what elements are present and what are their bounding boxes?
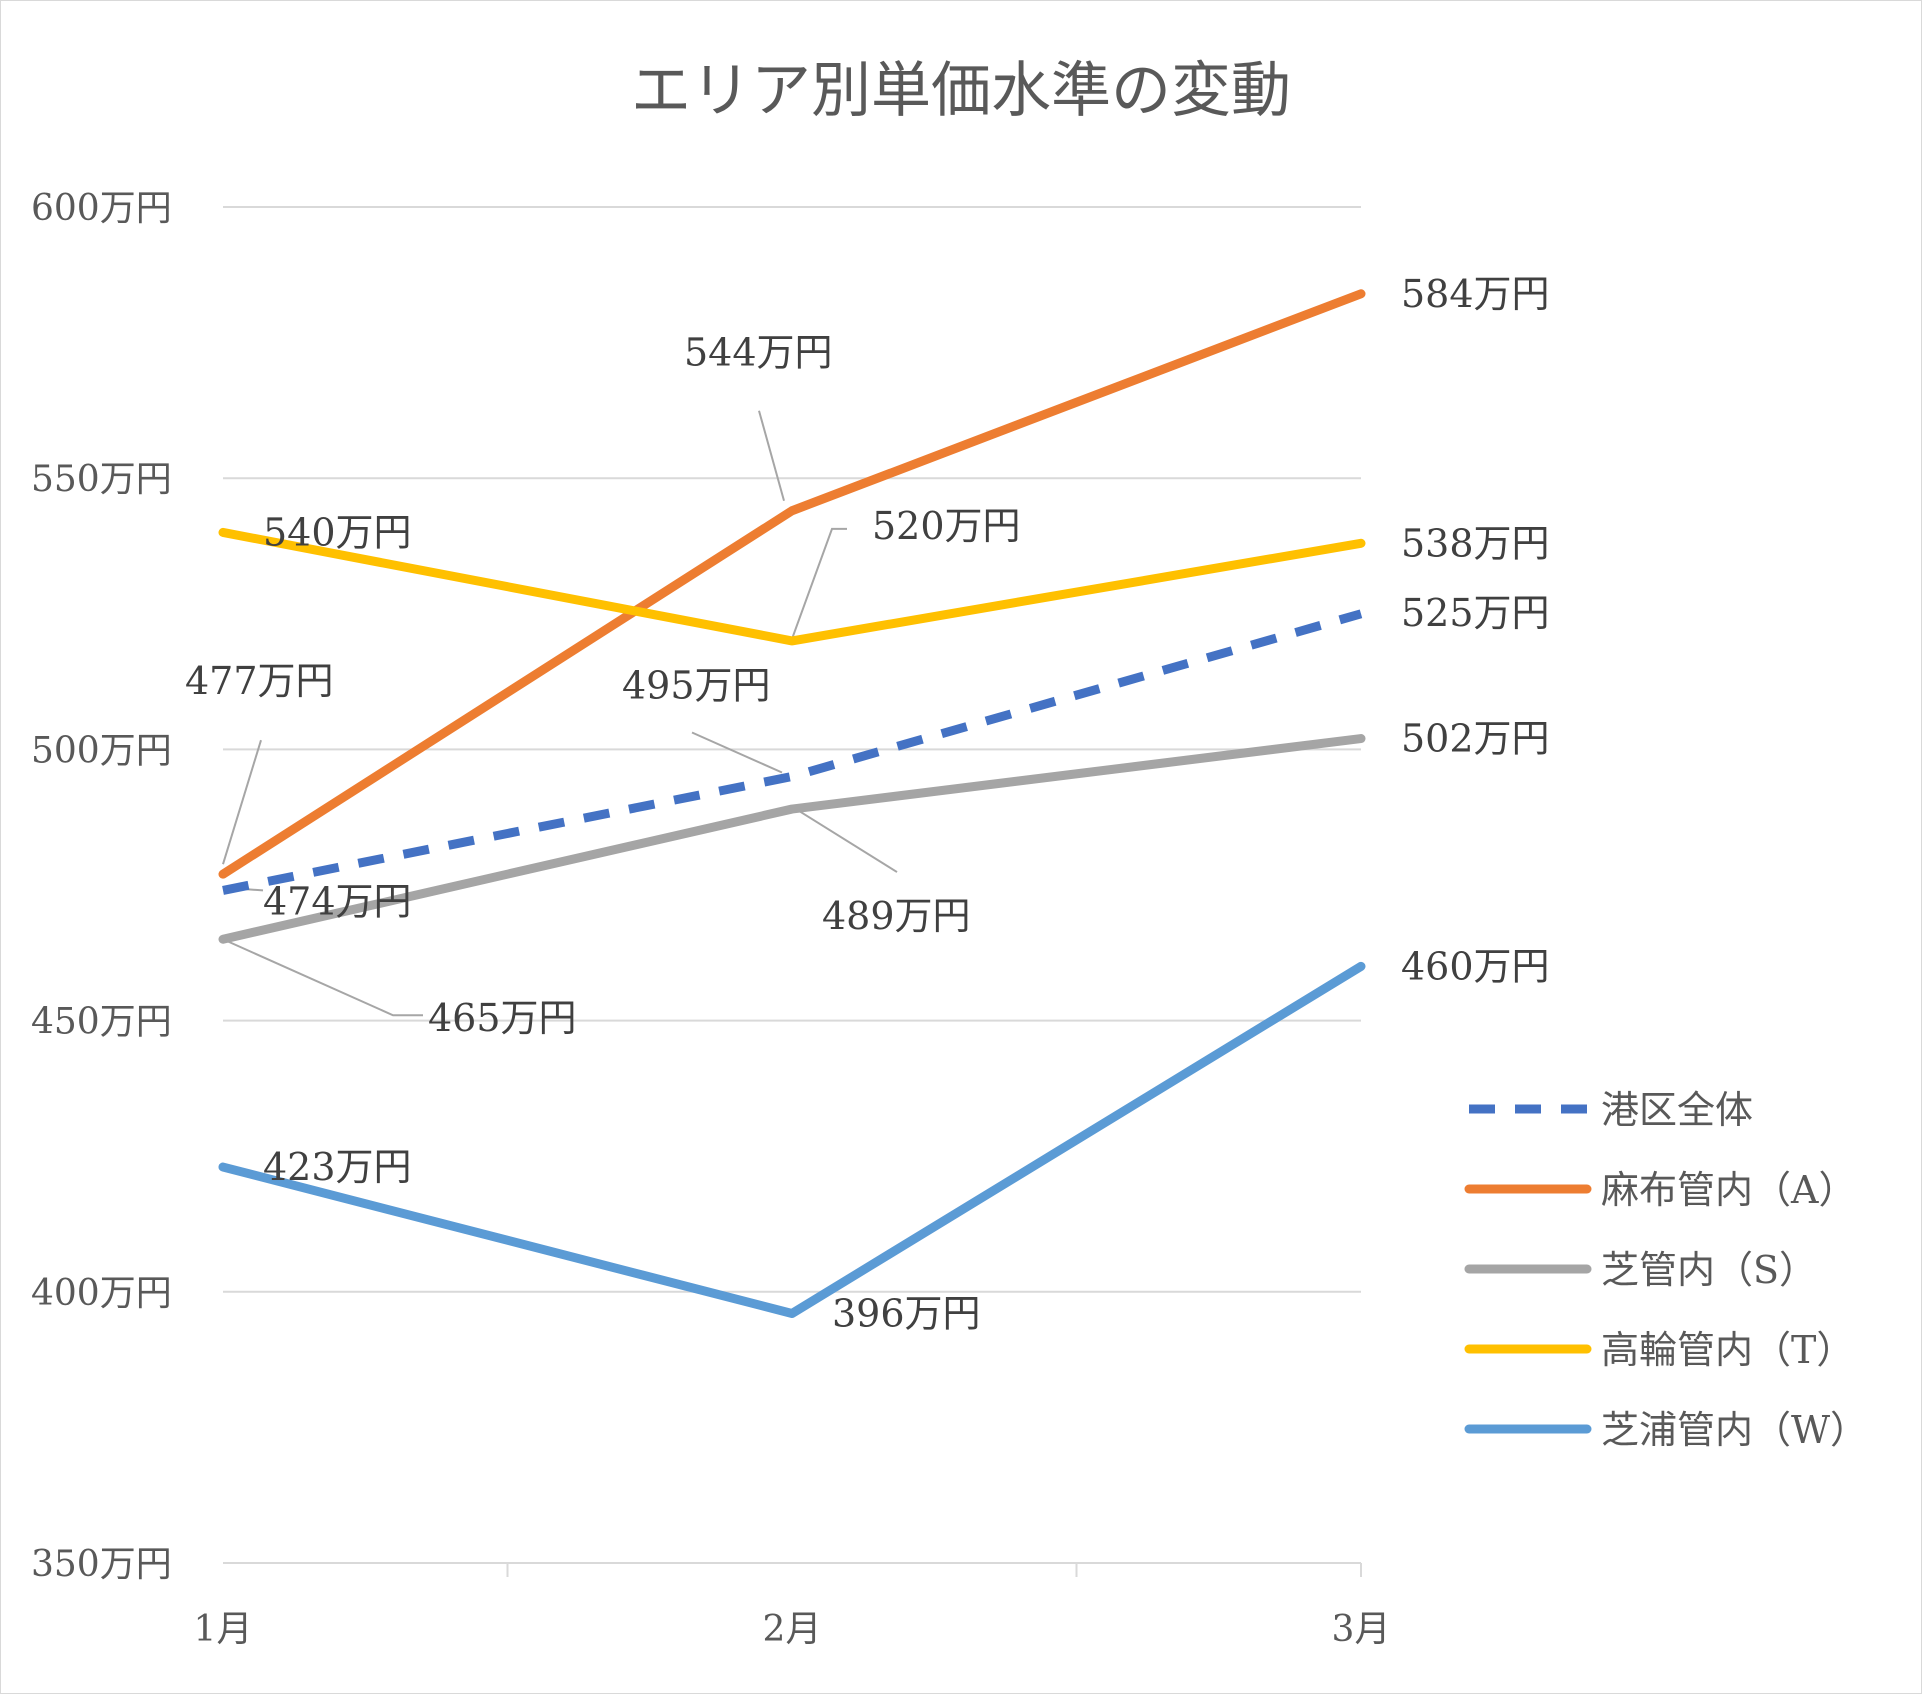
chart-title: エリア別単価水準の変動 [631, 56, 1291, 126]
y-tick-label: 500万円 [31, 730, 172, 771]
data-label: 423万円 [263, 1145, 412, 1189]
legend-label: 麻布管内（A） [1601, 1168, 1856, 1212]
data-label: 520万円 [872, 504, 1021, 548]
legend-label: 芝管内（S） [1601, 1248, 1817, 1292]
legend-label: 港区全体 [1601, 1088, 1753, 1132]
y-tick-label: 600万円 [31, 188, 172, 229]
y-tick-label: 350万円 [31, 1544, 172, 1585]
data-label: 502万円 [1401, 717, 1550, 761]
data-label: 474万円 [263, 879, 412, 923]
data-label-leader [222, 938, 423, 1017]
data-label-leader [795, 808, 898, 873]
data-label-leader [691, 731, 783, 774]
series-line [218, 961, 1366, 1318]
data-label: 465万円 [428, 996, 577, 1040]
data-labels: 474万円 495万円 525万円 477万円 544万円 584万円 465万円 489万円… [185, 272, 1550, 1336]
y-tick-label: 550万円 [31, 459, 172, 500]
data-label-leader [758, 410, 785, 502]
data-label-leader [222, 739, 262, 865]
data-label: 525万円 [1401, 591, 1550, 635]
data-label: 538万円 [1401, 521, 1550, 565]
data-label: 396万円 [832, 1291, 981, 1335]
y-tick-label: 450万円 [31, 1002, 172, 1043]
x-axis: 1月 2月 3月 [194, 1563, 1391, 1650]
data-label: 495万円 [622, 664, 771, 708]
x-tick-label: 3月 [1332, 1609, 1391, 1650]
legend-label: 芝浦管内（W） [1601, 1408, 1868, 1452]
data-label: 489万円 [822, 894, 971, 938]
x-tick-label: 2月 [763, 1609, 822, 1650]
y-axis-tick-labels: 350万円 400万円 450万円 500万円 550万円 600万円 [31, 188, 172, 1585]
series-line [222, 609, 1363, 895]
data-label-leader-lines [222, 410, 898, 1017]
data-label: 540万円 [263, 510, 412, 554]
data-label: 584万円 [1401, 272, 1550, 316]
legend-label: 高輪管内（T） [1601, 1328, 1854, 1372]
data-label: 460万円 [1401, 944, 1550, 988]
series-lines [218, 289, 1366, 1318]
data-label: 544万円 [684, 331, 833, 375]
data-label: 477万円 [185, 659, 334, 703]
data-label-leader [791, 527, 847, 640]
y-tick-label: 400万円 [31, 1273, 172, 1314]
series-line [218, 289, 1366, 879]
x-tick-label: 1月 [194, 1609, 253, 1650]
